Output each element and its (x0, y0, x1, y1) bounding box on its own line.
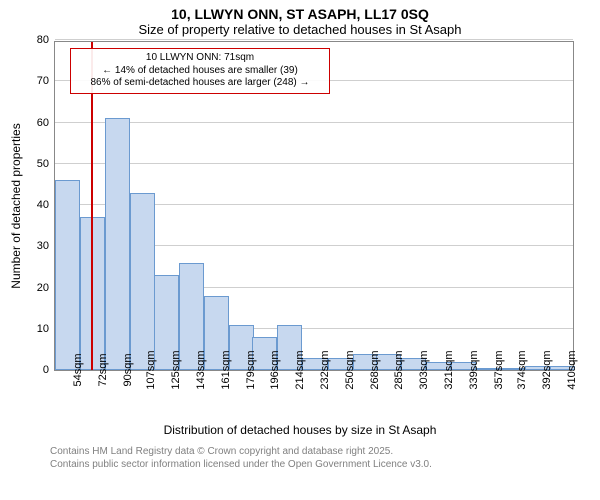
histogram-bar (55, 180, 80, 370)
chart-area: Number of detached properties 0102030405… (0, 41, 600, 421)
gridline-h (55, 39, 573, 40)
x-tick-label: 161sqm (216, 350, 232, 389)
y-tick-label: 40 (37, 199, 55, 211)
y-tick-label: 10 (37, 323, 55, 335)
plot-area: 0102030405060708054sqm72sqm90sqm107sqm12… (54, 41, 574, 371)
x-tick-label: 268sqm (365, 350, 381, 389)
histogram-bar (130, 193, 155, 370)
x-tick-label: 374sqm (512, 350, 528, 389)
y-tick-label: 20 (37, 282, 55, 294)
x-tick-label: 392sqm (537, 350, 553, 389)
x-tick-label: 125sqm (166, 350, 182, 389)
x-tick-label: 250sqm (340, 350, 356, 389)
x-tick-label: 303sqm (414, 350, 430, 389)
x-tick-label: 410sqm (562, 350, 578, 389)
chart-container: 10, LLWYN ONN, ST ASAPH, LL17 0SQ Size o… (0, 0, 600, 500)
y-tick-label: 0 (43, 364, 55, 376)
gridline-h (55, 163, 573, 164)
x-tick-label: 321sqm (439, 350, 455, 389)
gridline-h (55, 122, 573, 123)
y-tick-label: 80 (37, 34, 55, 46)
x-tick-label: 214sqm (290, 350, 306, 389)
x-tick-label: 179sqm (241, 350, 257, 389)
footer-line-1: Contains HM Land Registry data © Crown c… (50, 445, 590, 458)
info-box-line: 10 LLWYN ONN: 71sqm (77, 52, 323, 65)
chart-title: 10, LLWYN ONN, ST ASAPH, LL17 0SQ (0, 0, 600, 22)
info-box: 10 LLWYN ONN: 71sqm← 14% of detached hou… (70, 48, 330, 94)
histogram-bar (105, 118, 130, 370)
x-tick-label: 357sqm (489, 350, 505, 389)
y-tick-label: 70 (37, 75, 55, 87)
x-tick-label: 54sqm (68, 353, 84, 386)
x-tick-label: 143sqm (191, 350, 207, 389)
x-tick-label: 196sqm (265, 350, 281, 389)
x-tick-label: 90sqm (118, 353, 134, 386)
info-box-line: ← 14% of detached houses are smaller (39… (77, 65, 323, 78)
info-box-line: 86% of semi-detached houses are larger (… (77, 77, 323, 90)
y-tick-label: 50 (37, 158, 55, 170)
y-tick-label: 30 (37, 240, 55, 252)
x-tick-label: 107sqm (141, 350, 157, 389)
footer-line-2: Contains public sector information licen… (50, 458, 590, 471)
x-tick-label: 232sqm (315, 350, 331, 389)
x-tick-label: 72sqm (93, 353, 109, 386)
y-tick-label: 60 (37, 117, 55, 129)
x-tick-label: 339sqm (464, 350, 480, 389)
footer-attribution: Contains HM Land Registry data © Crown c… (0, 437, 600, 471)
y-axis-label: Number of detached properties (9, 123, 23, 288)
x-axis-label: Distribution of detached houses by size … (0, 421, 600, 437)
x-tick-label: 285sqm (389, 350, 405, 389)
